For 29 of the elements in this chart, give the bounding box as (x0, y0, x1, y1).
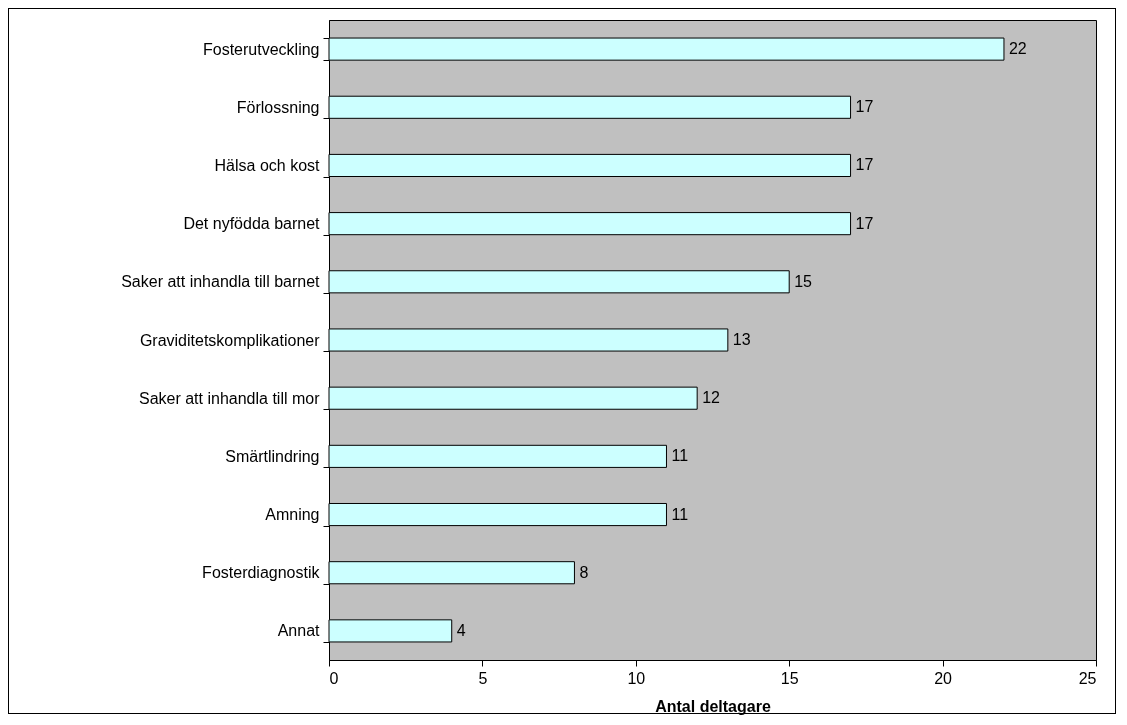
x-tick-label: 15 (780, 669, 799, 687)
y-tick-label: Fosterutveckling (203, 40, 320, 58)
y-tick-label: Annat (277, 622, 321, 640)
x-tick-label: 25 (1078, 669, 1097, 687)
y-tick-label: Graviditetskomplikationer (139, 331, 321, 349)
data-label: 8 (579, 563, 589, 581)
data-label: 13 (732, 331, 751, 348)
x-tick-label: 10 (627, 669, 646, 687)
y-tick-label: Saker att inhandla till mor (138, 389, 321, 407)
x-tick-label: 5 (478, 669, 488, 687)
y-tick-label: Förlossning (236, 98, 320, 116)
data-label: 4 (456, 621, 466, 639)
y-tick-label: Smärtlindring (225, 447, 320, 465)
data-label: 11 (671, 447, 689, 465)
x-tick-label: 20 (934, 669, 953, 687)
data-label: 17 (855, 156, 874, 174)
data-label: 17 (855, 98, 874, 116)
data-label: 17 (855, 214, 874, 232)
x-tick-label: 0 (329, 669, 339, 687)
data-label: 22 (1008, 40, 1027, 58)
y-tick-label: Det nyfödda barnet (183, 215, 321, 233)
data-label: 15 (794, 272, 813, 290)
data-label: 11 (671, 505, 689, 523)
data-label: 12 (702, 389, 721, 407)
y-tick-label: Fosterdiagnostik (202, 564, 321, 582)
y-tick-label: Saker att inhandla till barnet (121, 273, 321, 291)
y-tick-label: Amning (265, 506, 320, 524)
y-tick-label: Hälsa och kost (214, 156, 321, 174)
x-axis-title: Antal deltagare (655, 697, 771, 715)
